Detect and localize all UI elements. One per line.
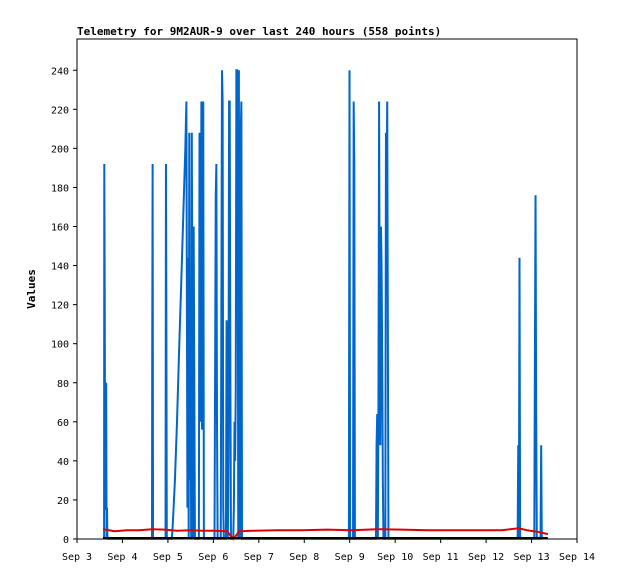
series-line-1 xyxy=(102,527,549,541)
y-tick-label: 220 xyxy=(51,105,69,116)
y-axis-label: Values xyxy=(25,269,38,309)
y-tick-label: 0 xyxy=(63,535,69,546)
y-axis-ticks: 0 20 40 60 80 100 120 140 160 180 200 220 240 xyxy=(51,66,77,546)
x-tick-label: Sep 5 xyxy=(153,552,183,563)
x-tick-label: Sep 14 xyxy=(559,552,595,563)
x-tick-label: Sep 3 xyxy=(62,552,92,563)
y-tick-label: 80 xyxy=(57,379,69,390)
y-tick-label: 140 xyxy=(51,262,69,273)
x-tick-label: Sep 13 xyxy=(513,552,549,563)
y-tick-label: 40 xyxy=(57,457,69,468)
y-tick-label: 120 xyxy=(51,301,69,312)
y-tick-label: 200 xyxy=(51,144,69,155)
plot-area xyxy=(76,38,578,540)
x-tick-label: Sep 7 xyxy=(244,552,274,563)
series-line-0 xyxy=(103,69,543,540)
y-tick-label: 160 xyxy=(51,223,69,234)
x-tick-label: Sep 12 xyxy=(468,552,504,563)
y-tick-label: 60 xyxy=(57,418,69,429)
y-tick-label: 180 xyxy=(51,183,69,194)
x-tick-label: Sep 11 xyxy=(423,552,459,563)
y-tick-label: 100 xyxy=(51,340,69,351)
x-tick-label: Sep 6 xyxy=(198,552,228,563)
chart-title: Telemetry for 9M2AUR-9 over last 240 hou… xyxy=(77,25,441,38)
y-tick-label: 240 xyxy=(51,66,69,77)
x-tick-label: Sep 8 xyxy=(289,552,319,563)
x-tick-label: Sep 10 xyxy=(377,552,413,563)
y-tick-label: 20 xyxy=(57,496,69,507)
x-tick-label: Sep 4 xyxy=(107,552,137,563)
x-axis-ticks: Sep 3 Sep 4 Sep 5 Sep 6 Sep 7 Sep 8 Sep 9 Sep 1… xyxy=(62,539,595,563)
series-layer xyxy=(102,69,549,541)
x-tick-label: Sep 9 xyxy=(335,552,365,563)
